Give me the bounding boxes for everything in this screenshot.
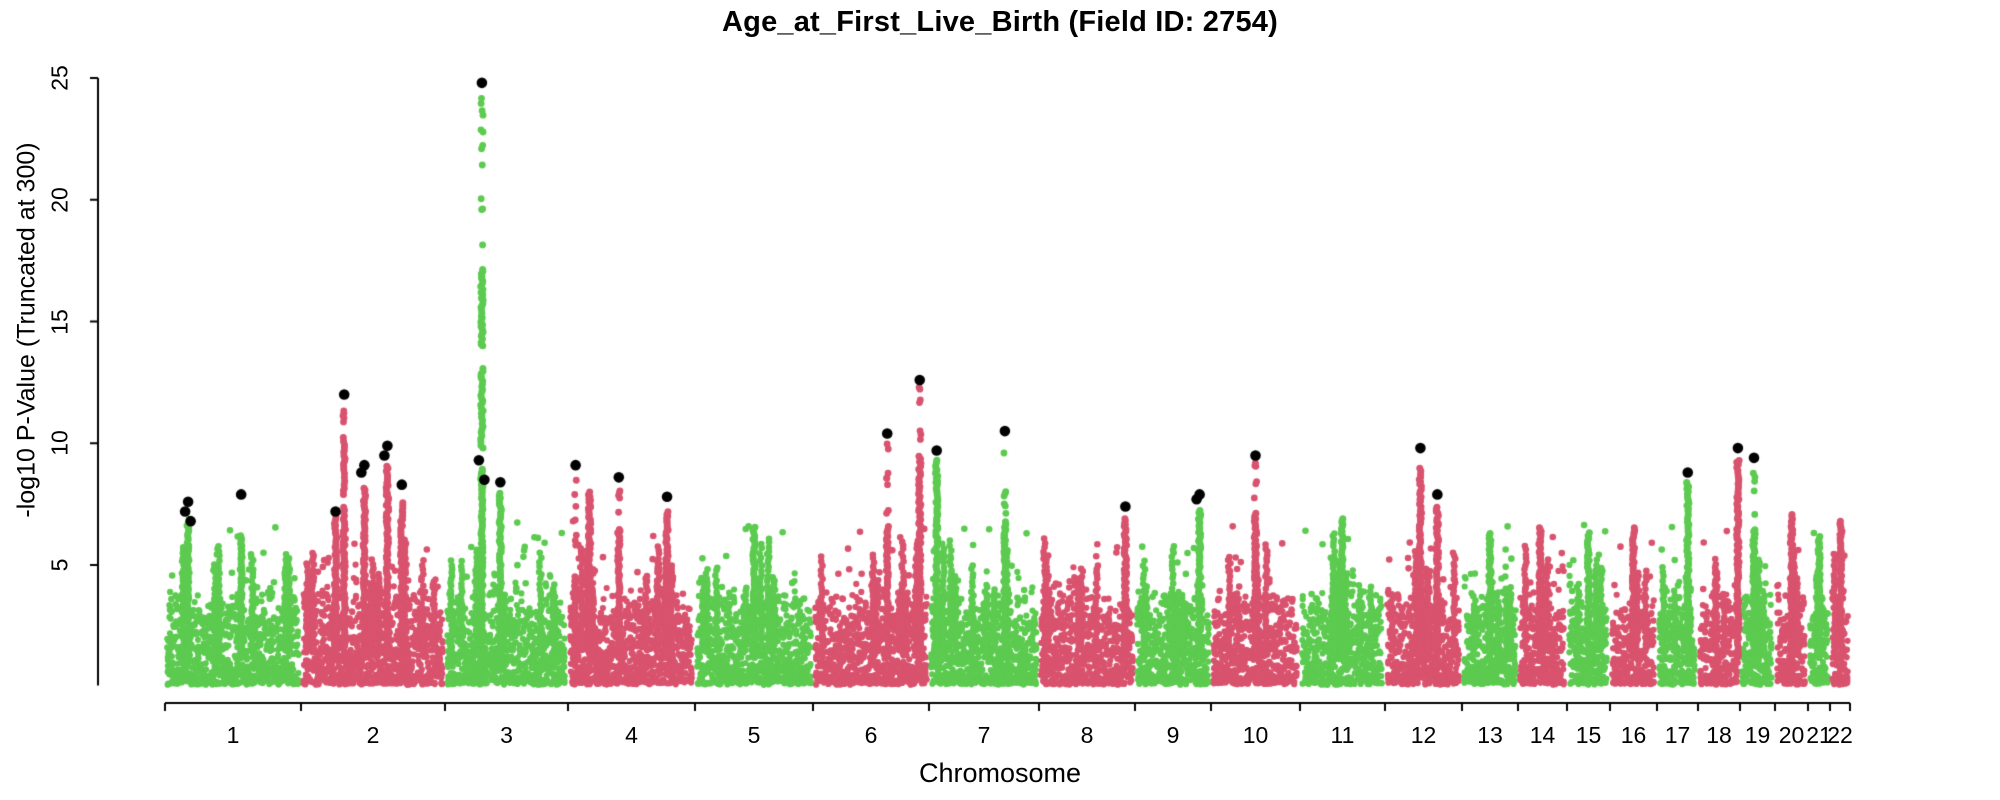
x-tick-label-chromosome-17: 17 bbox=[1664, 722, 1691, 748]
x-tick-label-chromosome-1: 1 bbox=[226, 722, 240, 748]
x-tick-label-chromosome-12: 12 bbox=[1410, 722, 1437, 748]
x-tick-label-chromosome-22: 22 bbox=[1827, 722, 1853, 748]
y-tick-label: 10 bbox=[46, 430, 73, 457]
chart-title: Age_at_First_Live_Birth (Field ID: 2754) bbox=[722, 6, 1278, 38]
y-tick-label: 25 bbox=[46, 65, 73, 91]
x-tick-label-chromosome-8: 8 bbox=[1080, 722, 1094, 748]
x-tick-label-chromosome-21: 21 bbox=[1806, 722, 1832, 748]
x-tick-label-chromosome-5: 5 bbox=[747, 722, 761, 748]
x-tick-label-chromosome-9: 9 bbox=[1166, 722, 1180, 748]
x-tick-label-chromosome-10: 10 bbox=[1242, 722, 1269, 748]
y-tick-label: 20 bbox=[46, 186, 73, 213]
x-tick-label-chromosome-19: 19 bbox=[1744, 722, 1771, 748]
y-tick-label: 5 bbox=[46, 558, 73, 572]
x-tick-label-chromosome-3: 3 bbox=[500, 722, 513, 748]
x-tick-label-chromosome-14: 14 bbox=[1529, 722, 1556, 748]
y-tick-label: 15 bbox=[46, 308, 73, 335]
x-tick-label-chromosome-4: 4 bbox=[625, 722, 638, 748]
x-tick-label-chromosome-20: 20 bbox=[1778, 722, 1805, 748]
x-tick-label-chromosome-15: 15 bbox=[1575, 722, 1602, 748]
x-tick-label-chromosome-6: 6 bbox=[864, 722, 878, 748]
x-tick-label-chromosome-18: 18 bbox=[1706, 722, 1732, 748]
x-tick-label-chromosome-2: 2 bbox=[366, 722, 380, 748]
x-axis-label: Chromosome bbox=[918, 758, 1082, 788]
x-tick-label-chromosome-11: 11 bbox=[1330, 722, 1355, 748]
y-axis-label: -log10 P-Value (Truncated at 300) bbox=[12, 142, 41, 518]
x-tick-label-chromosome-16: 16 bbox=[1620, 722, 1647, 748]
x-tick-label-chromosome-13: 13 bbox=[1477, 722, 1503, 748]
x-tick-label-chromosome-7: 7 bbox=[977, 722, 991, 748]
